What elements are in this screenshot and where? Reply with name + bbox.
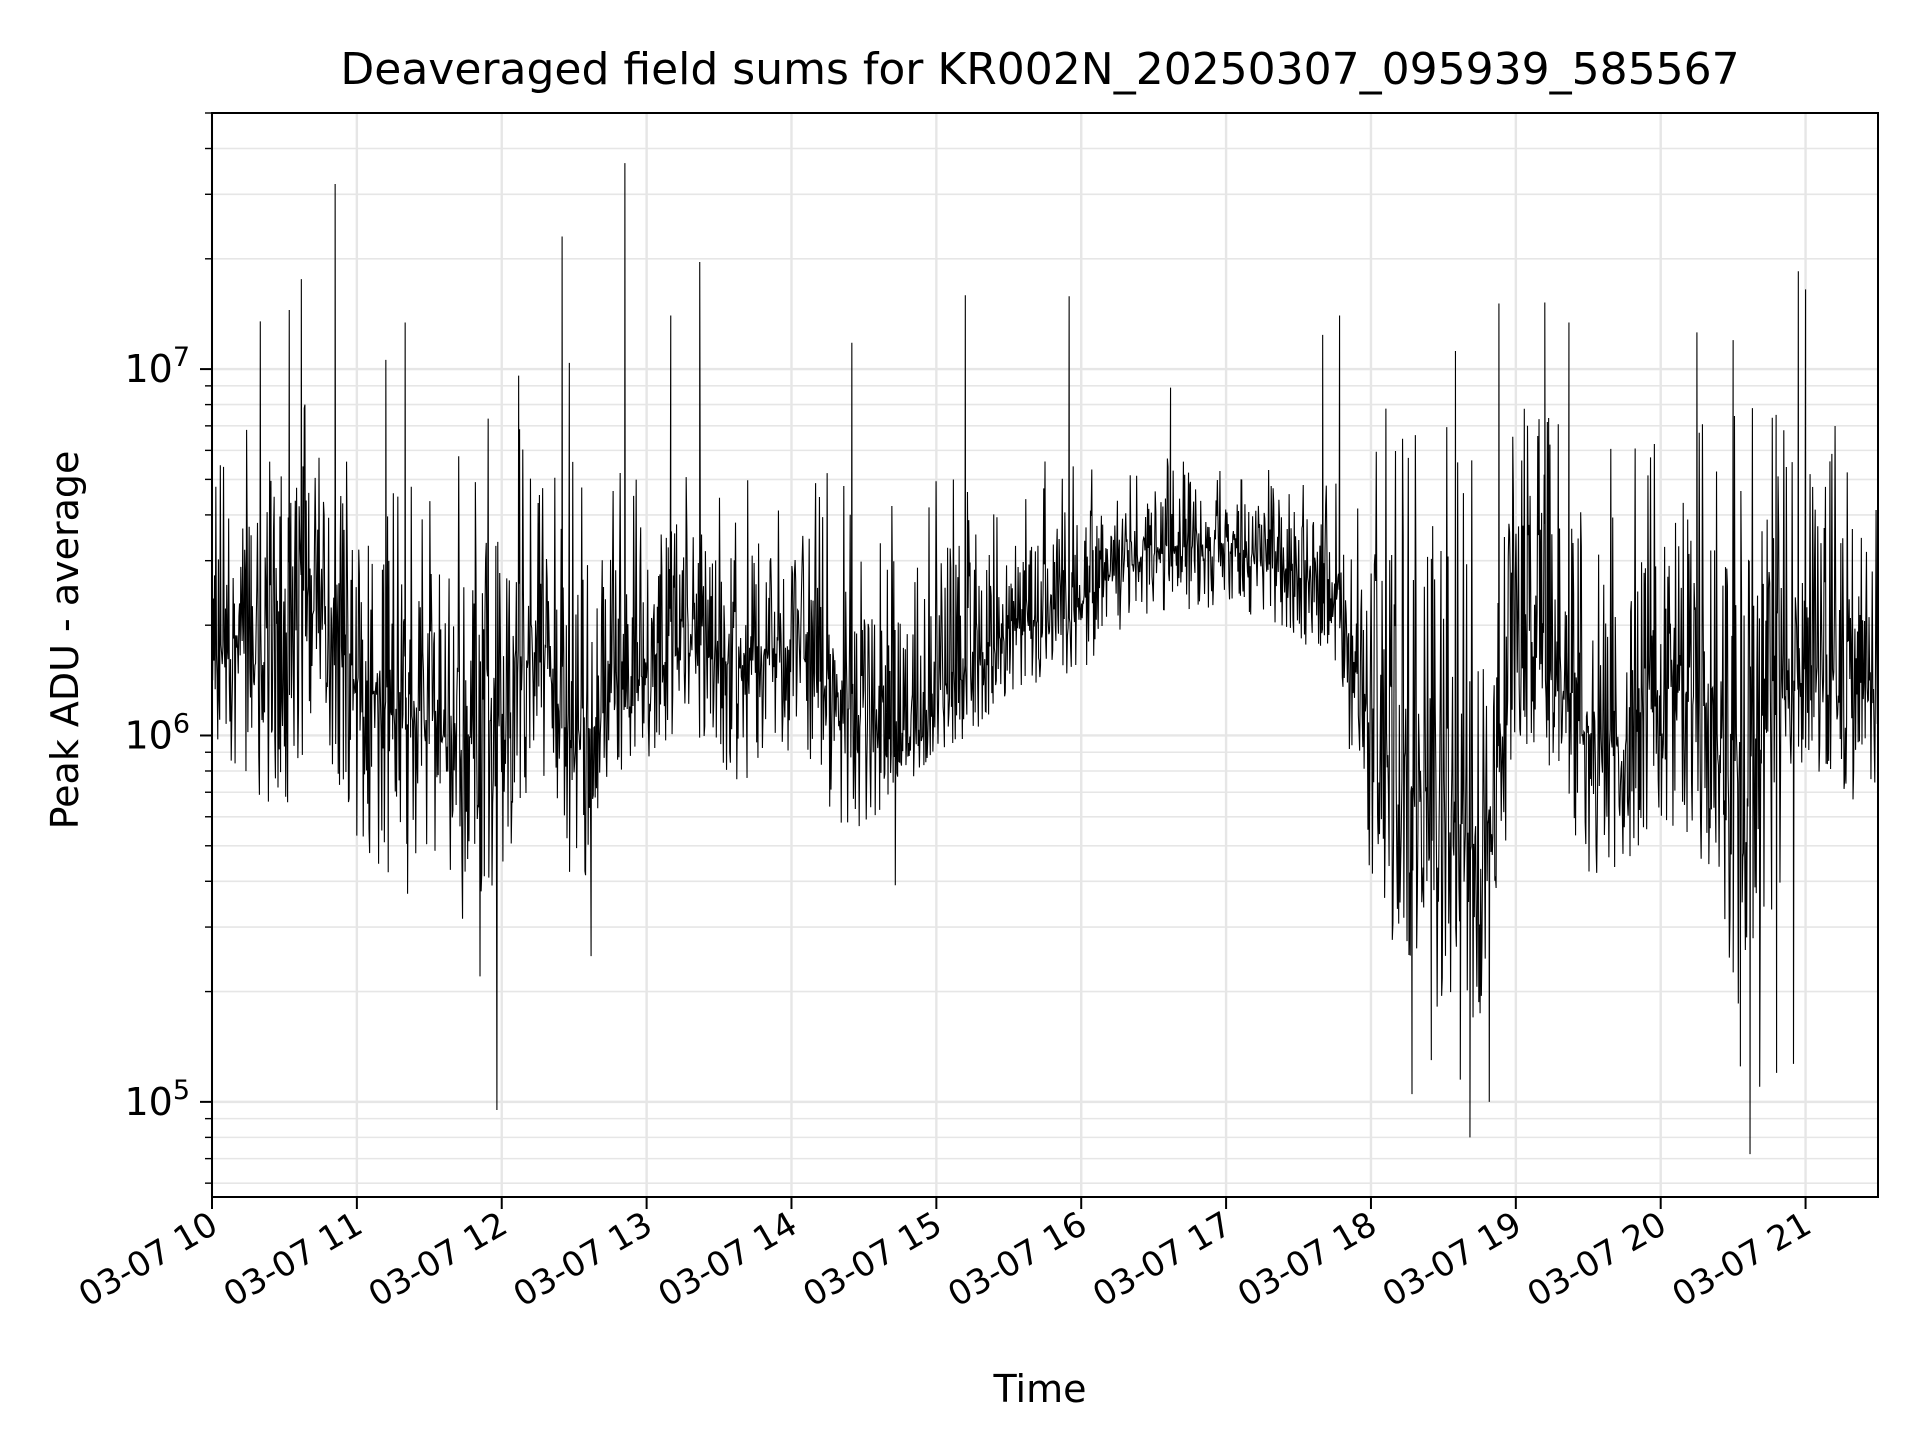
x-axis-label: Time bbox=[993, 1367, 1087, 1411]
series-line bbox=[211, 163, 1879, 1155]
grid bbox=[210, 112, 1878, 1197]
y-tick-label: 106 bbox=[124, 708, 190, 757]
y-axis-label: Peak ADU - average bbox=[43, 451, 87, 830]
y-tick-label: 105 bbox=[124, 1075, 190, 1124]
y-tick-label: 107 bbox=[124, 342, 190, 391]
data-series-line bbox=[211, 163, 1879, 1155]
plot-frame bbox=[211, 112, 1879, 1198]
chart-title: Deaveraged field sums for KR002N_2025030… bbox=[340, 44, 1739, 95]
